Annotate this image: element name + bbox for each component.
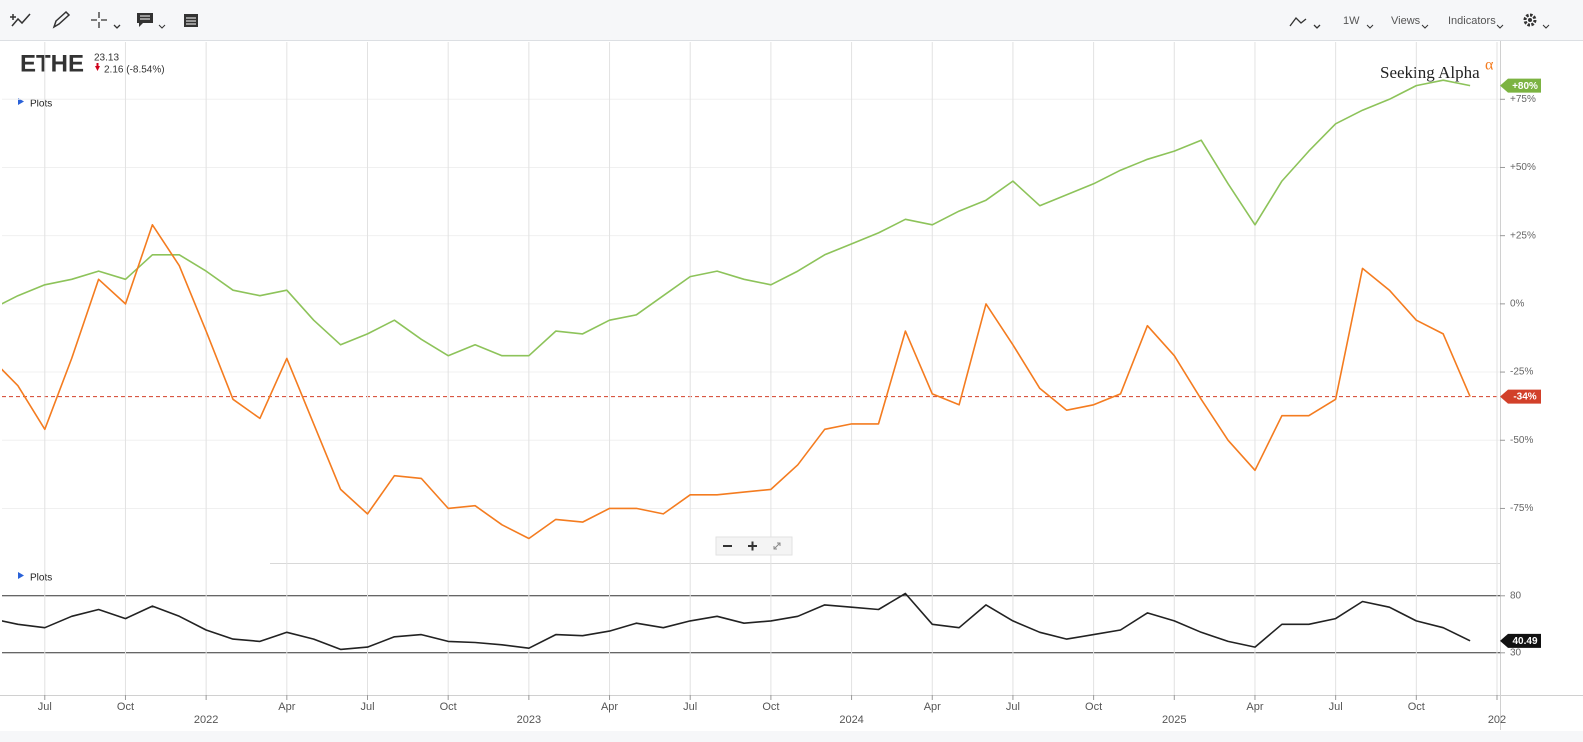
y-tick-label: +75% (1510, 94, 1536, 105)
data-layer (2, 79, 1471, 651)
watermark-symbol: α (1485, 57, 1494, 74)
indicators: Indicators (1448, 15, 1496, 27)
ticker-price: 23.13 (94, 53, 119, 64)
x-tick-label: Apr (1246, 701, 1263, 713)
indicators-menu[interactable]: Indicators (1448, 15, 1504, 29)
y-tick-label: -50% (1510, 435, 1533, 446)
series-line (2, 592, 1471, 651)
pane-label: Plots (30, 573, 52, 584)
last-value-badge (1500, 389, 1541, 404)
pencil-tool[interactable] (52, 10, 71, 29)
x-tick-label: 2023 (517, 714, 541, 726)
x-tick-label: Oct (117, 701, 134, 713)
x-tick-label: Jul (360, 701, 374, 713)
x-tick-label: Jul (38, 701, 52, 713)
ticker-change: 2.16 (-8.54%) (104, 65, 165, 76)
y-tick-label: -75% (1510, 503, 1533, 514)
y-tick-label: +25% (1510, 230, 1536, 241)
footer-bg (0, 731, 1583, 742)
x-tick-label: Jul (1006, 701, 1020, 713)
series-line (2, 224, 1471, 540)
views-menu[interactable]: Views (1391, 15, 1429, 29)
ticker-symbol: ETHE (20, 50, 84, 77)
settings-menu[interactable] (1523, 13, 1550, 29)
last-value-badge (1500, 633, 1541, 648)
y-tick-label: -25% (1510, 367, 1533, 378)
x-tick-label: Apr (601, 701, 618, 713)
plots-toggle-icon[interactable] (18, 572, 24, 579)
down-arrow (95, 63, 100, 71)
watermark: Seeking Alpha (1380, 63, 1480, 82)
y-tick-label: 80 (1510, 590, 1522, 601)
interval: 1W (1343, 15, 1360, 27)
x-tick-label: 2022 (194, 714, 218, 726)
x-tick-label: 202 (1488, 714, 1506, 726)
zoom-controls (715, 536, 793, 556)
y-tick-label: 0% (1510, 299, 1525, 310)
x-tick-label: Apr (924, 701, 941, 713)
table-tool[interactable] (184, 14, 198, 27)
grid-layer (2, 42, 1500, 695)
x-tick-label: Jul (1329, 701, 1343, 713)
x-tick-label: Jul (683, 701, 697, 713)
toolbar-bg (0, 0, 1583, 40)
y-tick-label: +50% (1510, 162, 1536, 173)
label-layer: +75% +50% +25% 0% -25% -50% -75% +80% -34% 80 30 Ju… (38, 78, 1541, 726)
series-line (2, 79, 1471, 357)
pane-label: Plots (30, 99, 52, 110)
zoom-reset[interactable] (773, 542, 781, 550)
comment-tool[interactable] (137, 13, 166, 29)
interval-menu[interactable]: 1W (1343, 15, 1374, 29)
x-tick-label: 2025 (1162, 714, 1186, 726)
last-value-label: -34% (1513, 392, 1536, 403)
views: Views (1391, 15, 1421, 27)
x-tick-label: Oct (1085, 701, 1102, 713)
chart-type-menu[interactable] (1289, 17, 1321, 29)
last-value-label: 40.49 (1512, 636, 1537, 647)
x-tick-label: Apr (278, 701, 295, 713)
x-tick-label: Oct (1408, 701, 1425, 713)
x-tick-label: Oct (440, 701, 457, 713)
last-value-label: +80% (1512, 81, 1538, 92)
last-value-badge (1500, 78, 1541, 93)
x-tick-label: 2024 (839, 714, 863, 726)
zoom-in[interactable] (748, 541, 757, 551)
crosshair-tool[interactable] (91, 12, 121, 29)
x-tick-label: Oct (762, 701, 779, 713)
y-tick-label: 30 (1510, 647, 1522, 658)
draw-line-tool[interactable] (10, 13, 31, 27)
toolbar: 1W Views Indicators (0, 0, 1583, 41)
